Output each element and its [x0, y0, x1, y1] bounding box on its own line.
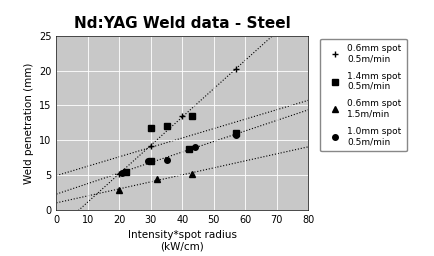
Title: Nd:YAG Weld data - Steel: Nd:YAG Weld data - Steel	[74, 16, 291, 30]
Legend: 0.6mm spot
0.5m/min, 1.4mm spot
0.5m/min, 0.6mm spot
1.5m/min, 1.0mm spot
0.5m/m: 0.6mm spot 0.5m/min, 1.4mm spot 0.5m/min…	[320, 39, 407, 151]
X-axis label: Intensity*spot radius
(kW/cm): Intensity*spot radius (kW/cm)	[128, 230, 237, 252]
Y-axis label: Weld penetration (mm): Weld penetration (mm)	[23, 62, 33, 184]
